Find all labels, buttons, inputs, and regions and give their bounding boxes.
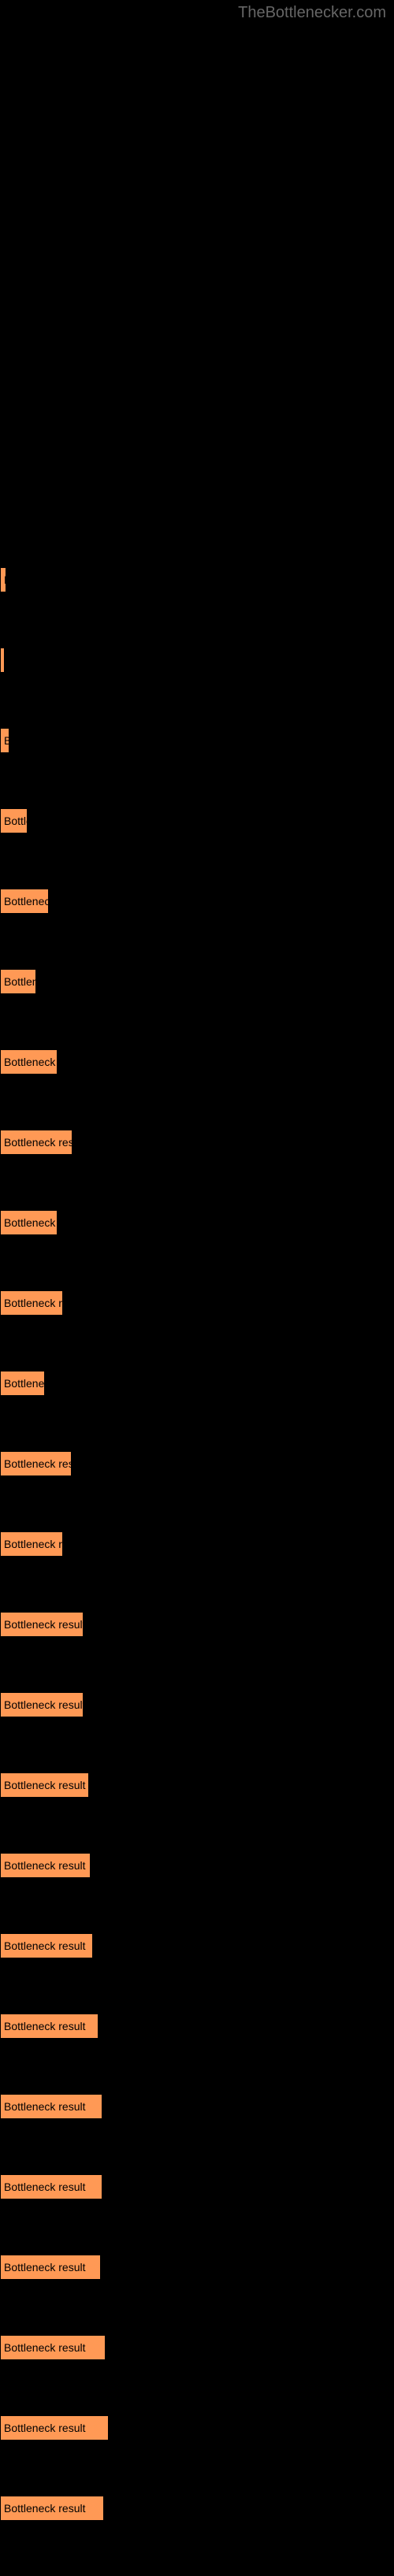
bar-row	[0, 648, 394, 673]
bar-chart: B B Bottle Bottleneck Bottlen Bottleneck r Bot…	[0, 0, 394, 2521]
bar-row: Bottleneck result	[0, 1933, 394, 1958]
bar-row: Bottlenec	[0, 1371, 394, 1396]
chart-bar: Bottleneck result	[0, 1612, 84, 1637]
chart-bar: Bottleneck result	[0, 2174, 102, 2199]
chart-bar	[0, 648, 5, 673]
chart-bar: Bottleneck r	[0, 1210, 58, 1235]
bar-row: Bottleneck resu	[0, 1130, 394, 1155]
bar-row: Bottleneck result	[0, 1853, 394, 1878]
bar-row: B	[0, 567, 394, 592]
bar-row: Bottleneck re	[0, 1531, 394, 1557]
bar-row: Bottleneck result	[0, 1772, 394, 1798]
bar-row: Bottleneck re	[0, 1290, 394, 1316]
bar-row: Bottleneck result	[0, 2014, 394, 2039]
chart-bar: Bottleneck result	[0, 1853, 91, 1878]
chart-bar: Bottleneck result	[0, 2335, 106, 2360]
chart-bar: Bottleneck result	[0, 2415, 109, 2441]
chart-bar: Bottleneck result	[0, 1692, 84, 1717]
bar-row: Bottleneck result	[0, 1692, 394, 1717]
bar-row: Bottlen	[0, 969, 394, 994]
chart-bar: Bottleneck result	[0, 1933, 93, 1958]
chart-bar: Bottleneck result	[0, 2496, 104, 2521]
bar-row: Bottleneck r	[0, 1049, 394, 1075]
chart-bar: Bottle	[0, 808, 28, 833]
chart-bar: Bottleneck result	[0, 1772, 89, 1798]
chart-bar: Bottleneck re	[0, 1290, 63, 1316]
bar-row: Bottleneck r	[0, 1210, 394, 1235]
bar-row: Bottleneck result	[0, 2496, 394, 2521]
chart-bar: B	[0, 567, 6, 592]
chart-bar: Bottleneck result	[0, 2255, 101, 2280]
chart-bar: Bottleneck result	[0, 2094, 102, 2119]
chart-bar: Bottlen	[0, 969, 36, 994]
bar-row: Bottleneck result	[0, 2174, 394, 2199]
bar-row: Bottleneck result	[0, 2335, 394, 2360]
chart-bar: Bottleneck r	[0, 1049, 58, 1075]
bar-row: Bottleneck	[0, 889, 394, 914]
chart-bar: Bottleneck resu	[0, 1451, 72, 1476]
chart-bar: B	[0, 728, 9, 753]
bar-row: Bottleneck resu	[0, 1451, 394, 1476]
bar-row: Bottleneck result	[0, 2255, 394, 2280]
bar-row: B	[0, 728, 394, 753]
bar-row: Bottle	[0, 808, 394, 833]
chart-bar: Bottleneck resu	[0, 1130, 72, 1155]
chart-bar: Bottlenec	[0, 1371, 45, 1396]
bar-row: Bottleneck result	[0, 2094, 394, 2119]
chart-bar: Bottleneck	[0, 889, 49, 914]
chart-bar: Bottleneck re	[0, 1531, 63, 1557]
chart-bar: Bottleneck result	[0, 2014, 98, 2039]
watermark-text: TheBottlenecker.com	[238, 4, 386, 22]
bar-row: Bottleneck result	[0, 2415, 394, 2441]
bar-row: Bottleneck result	[0, 1612, 394, 1637]
